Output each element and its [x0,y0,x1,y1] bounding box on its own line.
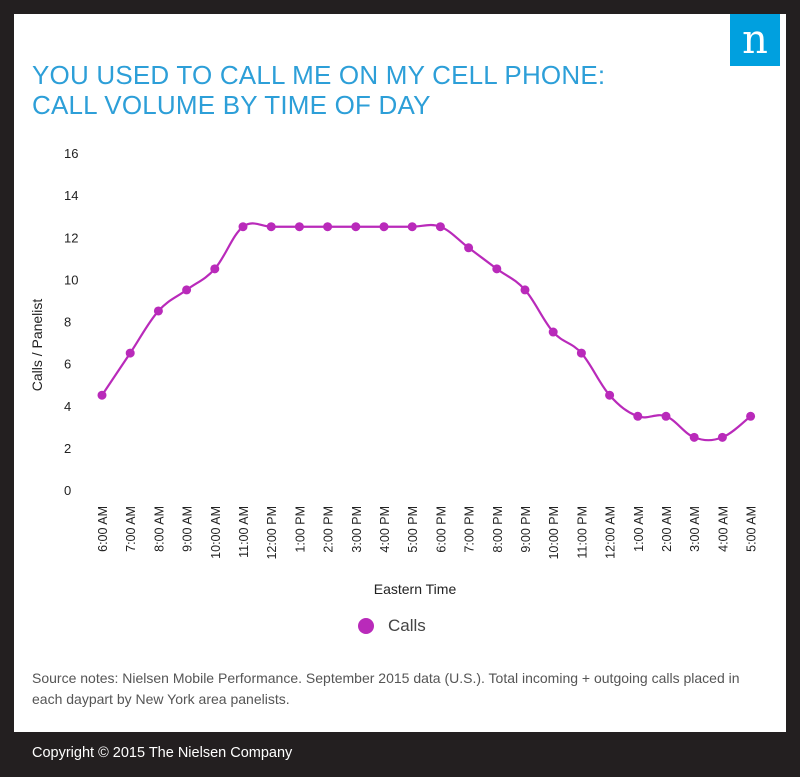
data-point [746,411,756,421]
data-point [210,264,220,274]
data-point [266,222,276,232]
x-tick-label: 4:00 AM [716,506,730,552]
data-point [492,264,502,274]
y-tick-label: 12 [64,230,78,245]
data-point [125,348,135,358]
series-line-calls [101,222,752,442]
y-tick-label: 6 [64,357,71,372]
x-tick-label: 5:00 AM [745,506,759,552]
copyright-text: Copyright © 2015 The Nielsen Company [32,745,293,761]
x-tick-label: 4:00 PM [378,506,392,553]
x-axis-label: Eastern Time [374,581,457,597]
footer-bar: Copyright © 2015 The Nielsen Company [0,732,800,777]
data-point [520,285,530,295]
x-tick-label: 12:00 AM [604,506,618,559]
x-tick-label: 7:00 PM [463,506,477,553]
x-tick-label: 9:00 AM [181,506,195,552]
chart-title: YOU USED TO CALL ME ON MY CELL PHONE: CA… [32,60,605,120]
legend-label-calls: Calls [388,616,426,635]
chart-card: n YOU USED TO CALL ME ON MY CELL PHONE: … [14,14,786,732]
series-points-calls [97,222,756,442]
legend-marker-calls [358,618,374,634]
x-tick-label: 9:00 PM [519,506,533,553]
data-point [661,411,671,421]
nielsen-logo: n [730,14,780,66]
data-point [689,432,699,442]
x-tick-label: 8:00 AM [152,506,166,552]
x-tick-label: 3:00 AM [688,506,702,552]
x-tick-label: 1:00 PM [293,506,307,553]
data-point [153,306,163,316]
x-tick-label: 2:00 AM [660,506,674,552]
x-tick-label: 1:00 AM [632,506,646,552]
data-point [633,411,643,421]
source-notes: Source notes: Nielsen Mobile Performance… [32,670,740,707]
y-tick-label: 10 [64,272,78,287]
y-tick-label: 4 [64,399,71,414]
data-point [379,222,389,232]
data-point [351,222,361,232]
data-point [407,222,417,232]
y-axis-label: Calls / Panelist [29,299,45,392]
data-point [238,222,248,232]
x-tick-label: 10:00 PM [547,506,561,560]
x-tick-label: 6:00 PM [434,506,448,553]
y-tick-label: 8 [64,315,71,330]
data-point [323,222,333,232]
data-point [294,222,304,232]
window-left-border [0,0,14,777]
data-point [464,243,474,253]
window-top-border [0,0,800,14]
data-point [576,348,586,358]
data-point [97,390,107,400]
x-tick-label: 8:00 PM [491,506,505,553]
x-tick-label: 10:00 AM [209,506,223,559]
x-tick-label: 3:00 PM [350,506,364,553]
x-axis-ticks: 6:00 AM 7:00 AM 8:00 AM 9:00 AM 10:00 AM 11:0… [96,506,759,560]
data-point [605,390,615,400]
data-point [548,327,558,337]
chart-title-line2: CALL VOLUME BY TIME OF DAY [32,90,431,120]
x-tick-label: 2:00 PM [322,506,336,553]
y-tick-label: 0 [64,483,71,498]
y-tick-label: 2 [64,441,71,456]
x-tick-label: 6:00 AM [96,506,110,552]
x-tick-label: 7:00 AM [124,506,138,552]
window-right-border [786,0,800,777]
data-point [435,222,445,232]
y-tick-label: 14 [64,188,78,203]
chart-legend: Calls [358,616,426,636]
x-tick-label: 5:00 PM [406,506,420,553]
y-axis-ticks: 16 14 12 10 8 6 4 2 0 [64,146,78,498]
x-tick-label: 12:00 PM [265,506,279,560]
logo-letter: n [742,17,768,63]
chart-title-line1: YOU USED TO CALL ME ON MY CELL PHONE: [32,60,606,90]
y-tick-label: 16 [64,146,78,161]
x-tick-label: 11:00 PM [575,506,589,559]
line-chart: 16 14 12 10 8 6 4 2 0 6:00 AM 7:00 AM 8:00 AM 9:00 … [29,146,759,597]
x-tick-label: 11:00 AM [237,506,251,558]
data-point [717,432,727,442]
data-point [182,285,192,295]
